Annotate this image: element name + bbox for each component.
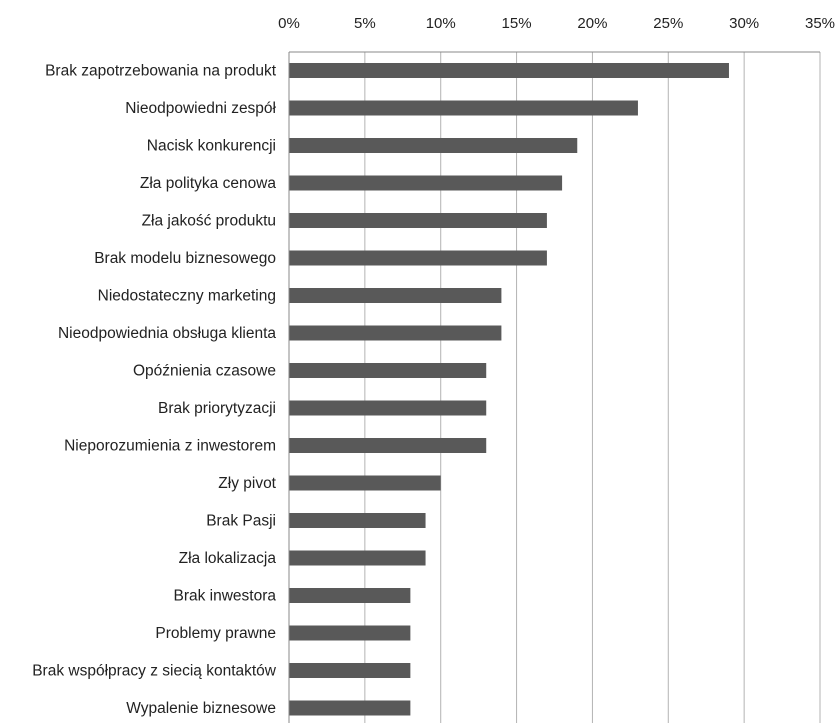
bar: [289, 513, 426, 528]
category-label: Wypalenie biznesowe: [126, 700, 276, 717]
category-label: Zły pivot: [218, 475, 276, 492]
category-label: Brak modelu biznesowego: [94, 250, 276, 267]
bar: [289, 213, 547, 228]
bar: [289, 550, 426, 566]
category-label: Problemy prawne: [155, 625, 276, 642]
category-label: Zła polityka cenowa: [140, 175, 277, 192]
bar: [289, 438, 487, 453]
x-tick-label: 25%: [653, 15, 683, 32]
x-tick-label: 35%: [805, 15, 835, 32]
category-label: Nieodpowiedni zespół: [125, 100, 276, 117]
bar: [289, 175, 563, 191]
x-tick-label: 10%: [426, 15, 456, 32]
x-axis-ticks: 0% 5% 10% 15% 20% 25% 30% 35%: [278, 15, 835, 32]
category-label: Zła jakość produktu: [142, 213, 276, 230]
bar: [289, 363, 487, 378]
category-label: Nieodpowiednia obsługa klienta: [58, 325, 276, 342]
x-tick-label: 20%: [577, 15, 607, 32]
x-tick-label: 0%: [278, 15, 300, 32]
category-labels: Brak zapotrzebowania na produkt Nieodpowi…: [32, 63, 277, 718]
bar: [289, 288, 502, 303]
bar: [289, 588, 411, 603]
bar: [289, 63, 729, 78]
bar: [289, 700, 411, 716]
bar: [289, 475, 441, 491]
bar: [289, 100, 638, 116]
category-label: Brak Pasji: [206, 513, 276, 530]
bar: [289, 250, 547, 266]
category-label: Nacisk konkurencji: [147, 138, 276, 155]
category-label: Nieporozumienia z inwestorem: [64, 438, 276, 455]
bar: [289, 663, 411, 678]
category-label: Brak priorytyzacji: [158, 400, 276, 417]
category-label: Brak współpracy z siecią kontaktów: [32, 663, 277, 680]
category-label: Zła lokalizacja: [179, 550, 277, 567]
category-label: Brak zapotrzebowania na produkt: [45, 63, 277, 80]
x-tick-label: 15%: [502, 15, 532, 32]
x-tick-label: 5%: [354, 15, 376, 32]
bar: [289, 625, 411, 641]
bars: [289, 63, 729, 716]
x-tick-label: 30%: [729, 15, 759, 32]
grid-lines: [288, 51, 821, 723]
category-label: Opóźnienia czasowe: [133, 363, 276, 380]
bar: [289, 138, 578, 153]
category-label: Niedostateczny marketing: [98, 288, 276, 305]
category-label: Brak inwestora: [173, 588, 276, 605]
bar: [289, 325, 502, 341]
bar: [289, 400, 487, 416]
